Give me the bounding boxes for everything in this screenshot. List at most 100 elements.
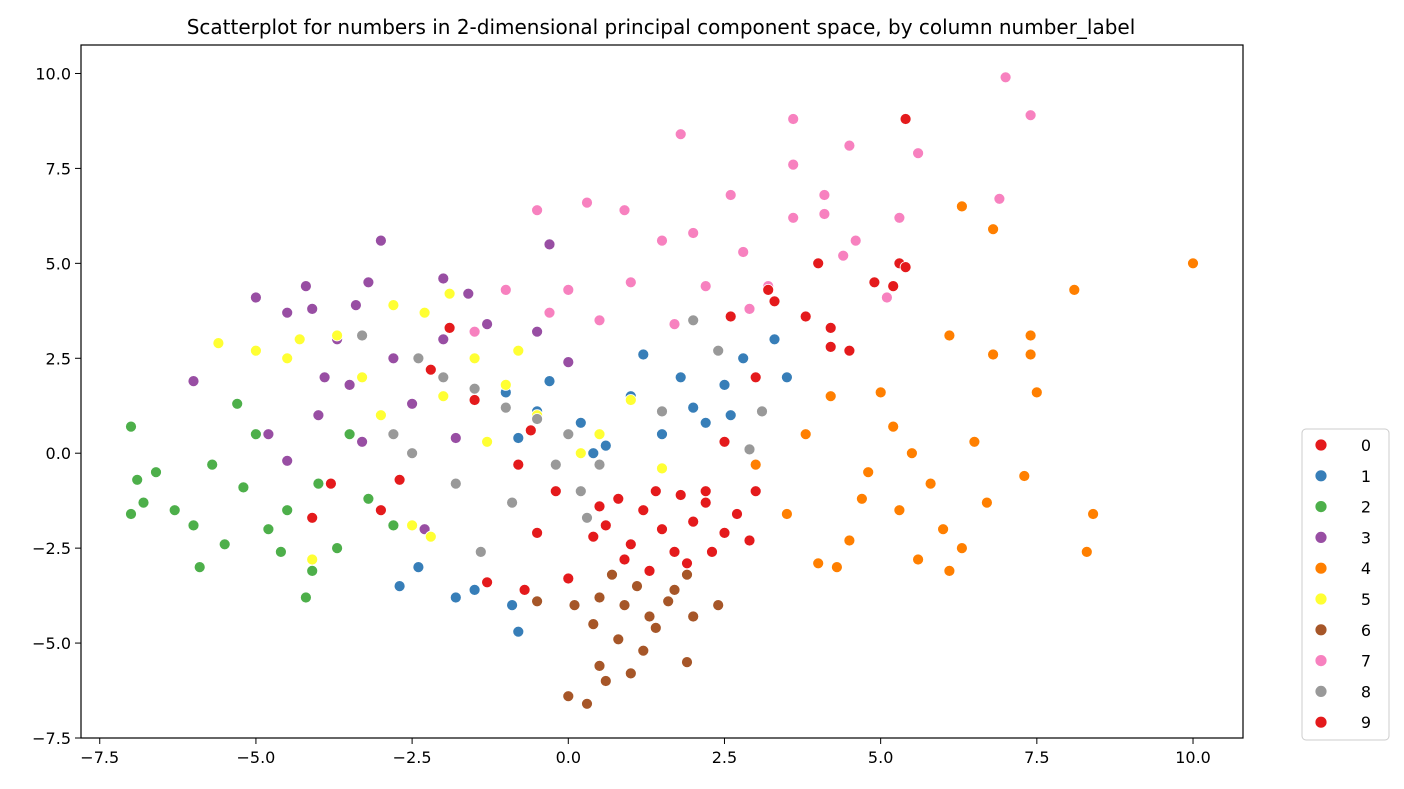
point-8-17 bbox=[581, 511, 593, 524]
legend-label-9: 9 bbox=[1361, 713, 1371, 732]
point-5-0 bbox=[212, 337, 225, 350]
legend-label-4: 4 bbox=[1361, 559, 1371, 578]
point-8-11 bbox=[687, 314, 700, 327]
point-2-14 bbox=[312, 477, 325, 490]
point-4-14 bbox=[956, 542, 968, 554]
point-3-10 bbox=[281, 454, 294, 467]
point-8-6 bbox=[562, 428, 575, 441]
point-8-12 bbox=[712, 344, 725, 357]
point-8-0 bbox=[356, 329, 369, 342]
point-8-10 bbox=[506, 496, 518, 509]
point-0-14 bbox=[643, 565, 656, 577]
point-3-7 bbox=[387, 352, 400, 365]
x-tick-label-2: −2.5 bbox=[393, 748, 432, 767]
point-2-0 bbox=[125, 420, 137, 433]
point-1-12 bbox=[393, 580, 406, 592]
point-0-3 bbox=[687, 515, 700, 528]
point-2-6 bbox=[218, 538, 231, 551]
point-8-14 bbox=[743, 443, 756, 456]
y-tick-label-1: −5.0 bbox=[32, 634, 71, 653]
point-7-27 bbox=[699, 280, 712, 293]
point-6-20 bbox=[618, 599, 631, 611]
point-2-12 bbox=[362, 492, 375, 505]
point-5-5 bbox=[387, 299, 400, 312]
point-9-14 bbox=[443, 321, 456, 334]
point-9-24 bbox=[562, 572, 575, 585]
point-7-16 bbox=[581, 196, 593, 209]
point-7-12 bbox=[993, 192, 1006, 205]
point-4-7 bbox=[956, 200, 968, 213]
point-9-10 bbox=[749, 371, 762, 384]
point-3-8 bbox=[343, 378, 356, 391]
point-6-0 bbox=[581, 697, 593, 710]
point-4-21 bbox=[981, 496, 993, 509]
point-4-4 bbox=[1030, 386, 1043, 399]
point-3-23 bbox=[531, 325, 543, 338]
point-4-25 bbox=[856, 492, 868, 505]
point-9-29 bbox=[531, 527, 543, 539]
point-1-15 bbox=[468, 584, 481, 596]
point-2-3 bbox=[150, 466, 162, 479]
point-2-8 bbox=[281, 504, 294, 517]
point-5-3 bbox=[293, 333, 306, 346]
point-6-21 bbox=[668, 584, 681, 596]
point-1-5 bbox=[718, 378, 731, 391]
y-axis: −7.5 −5.0 −2.5 0.0 2.5 5.0 7.5 10.0 bbox=[32, 64, 81, 748]
point-9-2 bbox=[899, 261, 912, 274]
point-4-26 bbox=[924, 477, 937, 490]
point-8-3 bbox=[468, 382, 481, 395]
point-7-4 bbox=[787, 113, 800, 125]
point-7-2 bbox=[912, 147, 924, 160]
point-9-4 bbox=[762, 283, 775, 296]
point-9-9 bbox=[824, 340, 837, 353]
legend-marker-5 bbox=[1314, 592, 1328, 606]
point-2-15 bbox=[168, 504, 181, 517]
point-7-15 bbox=[837, 249, 850, 262]
point-9-8 bbox=[843, 344, 856, 357]
point-0-18 bbox=[674, 489, 687, 501]
point-0-16 bbox=[749, 485, 762, 498]
point-6-13 bbox=[631, 580, 643, 592]
legend-marker-9 bbox=[1314, 715, 1328, 729]
point-1-21 bbox=[637, 348, 650, 361]
point-4-18 bbox=[1080, 546, 1093, 558]
y-tick-label-7: 10.0 bbox=[35, 64, 71, 83]
point-4-22 bbox=[824, 390, 837, 403]
point-3-21 bbox=[306, 302, 319, 315]
point-2-20 bbox=[137, 496, 150, 509]
point-9-18 bbox=[512, 458, 525, 471]
point-3-25 bbox=[543, 238, 556, 251]
point-4-13 bbox=[937, 523, 949, 536]
y-tick-label-3: 0.0 bbox=[46, 444, 71, 463]
legend-label-8: 8 bbox=[1361, 682, 1371, 701]
point-6-4 bbox=[681, 656, 693, 668]
point-1-16 bbox=[506, 599, 518, 611]
x-axis: −7.5 −5.0 −2.5 0.0 2.5 5.0 7.5 10.0 bbox=[80, 738, 1211, 767]
point-2-4 bbox=[187, 519, 200, 532]
point-6-1 bbox=[562, 690, 575, 703]
point-6-8 bbox=[662, 595, 675, 608]
point-0-9 bbox=[649, 485, 662, 498]
point-1-19 bbox=[699, 416, 712, 429]
point-3-16 bbox=[437, 333, 450, 346]
point-8-9 bbox=[474, 546, 487, 558]
point-0-15 bbox=[706, 546, 718, 558]
point-7-24 bbox=[468, 325, 481, 338]
point-6-15 bbox=[687, 610, 700, 623]
point-4-19 bbox=[1087, 508, 1099, 520]
point-4-1 bbox=[1068, 283, 1081, 296]
point-6-5 bbox=[587, 618, 600, 630]
point-5-20 bbox=[374, 409, 387, 422]
point-7-8 bbox=[787, 211, 800, 224]
point-7-9 bbox=[818, 189, 831, 201]
point-5-17 bbox=[437, 390, 450, 403]
point-2-18 bbox=[343, 428, 356, 441]
point-6-3 bbox=[637, 644, 650, 657]
point-4-6 bbox=[987, 223, 999, 236]
point-0-13 bbox=[593, 500, 606, 513]
legend: 0 1 2 3 4 5 6 7 8 9 bbox=[1301, 428, 1390, 741]
point-3-19 bbox=[437, 272, 450, 285]
legend-label-1: 1 bbox=[1361, 467, 1371, 486]
point-8-4 bbox=[499, 401, 512, 414]
chart-title: Scatterplot for numbers in 2-dimensional… bbox=[187, 15, 1136, 39]
